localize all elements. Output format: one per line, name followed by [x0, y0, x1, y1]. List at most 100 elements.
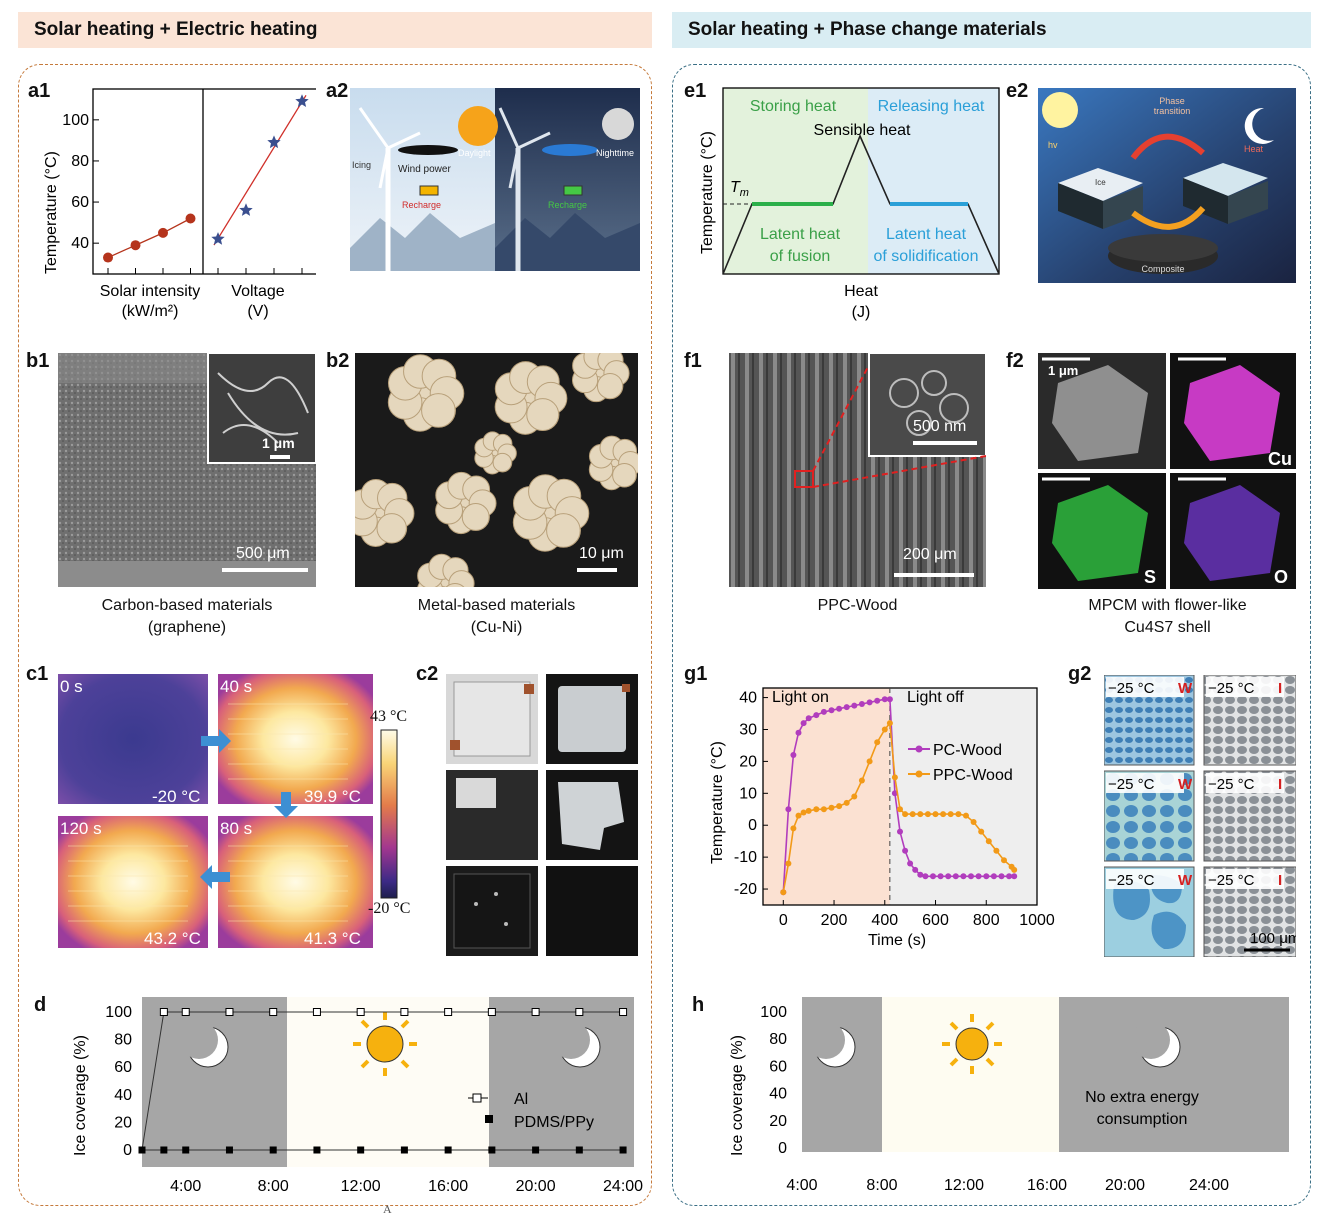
a1-voltage-fit-line [213, 94, 307, 246]
g2-tag-label: I [1278, 776, 1282, 793]
f2-scale: 1 μm [1048, 363, 1078, 378]
c1-cbar-min: -20 °C [368, 900, 411, 917]
g1-ytick-label: 10 [739, 785, 757, 802]
g1-pc-wood-point [886, 696, 893, 703]
g1-pc-wood-point [1011, 873, 1018, 880]
g1-ppc-wood-point [851, 793, 858, 800]
d-pdms-point [313, 1146, 321, 1154]
g1-pc-wood-point [820, 708, 827, 715]
g1-pc-wood-point [945, 873, 952, 880]
c1-temp-3: 41.3 °C [304, 929, 361, 948]
g1-ppc-wood-point [785, 860, 792, 867]
moon-icon [552, 1021, 601, 1068]
g1-ppc-wood-point [917, 811, 924, 818]
c1-colorbar [380, 729, 398, 899]
g1-axes-frame [762, 687, 1038, 906]
a2-label-icing: Icing [352, 160, 371, 170]
e1-latent-fusion-1: Latent heat [760, 226, 841, 243]
g1-xtick-label: 800 [973, 912, 1000, 929]
g2-label-box [1106, 677, 1184, 697]
c1-temp-0: -20 °C [152, 787, 200, 806]
svg-text:Tm: Tm [730, 179, 749, 199]
h-ylabel: Ice coverage (%) [729, 1035, 746, 1156]
e1-sensible: Sensible heat [814, 122, 912, 139]
f2-eds-grid: 1 μm Cu S O [1038, 353, 1296, 589]
panel-label-c2: c2 [416, 663, 439, 685]
g1-pc-wood-point [828, 707, 835, 714]
h-ytick-label: 60 [769, 1058, 787, 1075]
g1-pc-wood-point [968, 873, 974, 880]
d-xtick-label: 12:00 [341, 1178, 381, 1195]
g1-pc-wood-point [907, 860, 914, 867]
panel-label-f2: f2 [1006, 350, 1024, 372]
d-al-point [159, 1008, 168, 1016]
g1-pc-wood-point [805, 715, 812, 722]
g2-tag-label: I [1278, 680, 1282, 697]
d-chart: Ice coverage (%) 0 20 40 60 80 100 4:00 8:00 12… [72, 997, 643, 1195]
e2-transition: transition [1154, 106, 1191, 116]
g2-label-box [1206, 677, 1284, 697]
d-pdms-point [357, 1146, 365, 1154]
g1-ppc-wood-point [780, 889, 787, 896]
d-al-point [487, 1008, 496, 1016]
e1-latent-solid-1: Latent heat [886, 226, 967, 243]
a1-ytick-label: 80 [71, 153, 89, 170]
d-pdms-point [532, 1146, 540, 1154]
a2-label-wind-power: Wind power [398, 164, 451, 175]
moon-icon [807, 1021, 856, 1068]
h-ytick-label: 0 [778, 1140, 787, 1157]
h-xtick-label: 16:00 [1027, 1177, 1067, 1194]
e2-illustration: Phase transition Heat hv Ice Composite [1038, 88, 1296, 283]
g1-ytick-label: 40 [739, 690, 757, 707]
d-xtick-label: 20:00 [516, 1178, 556, 1195]
d-ytick-label: 20 [114, 1114, 132, 1131]
b2-particle [492, 452, 513, 473]
e1-latent-solid-2: of solidification [874, 248, 979, 265]
d-pdms-point [182, 1146, 190, 1154]
g1-ppc-wood-point [909, 811, 916, 818]
g1-legend-ppc: PPC-Wood [933, 767, 1013, 784]
g1-pc-wood-point [866, 699, 873, 706]
d-legend-al: Al [514, 1091, 528, 1108]
h-xtick-label: 12:00 [944, 1177, 984, 1194]
g1-ppc-wood-point [970, 819, 977, 825]
f2-caption: MPCM with flower-like Cu4S7 shell [1030, 595, 1305, 639]
g1-pc-wood-point [858, 701, 865, 707]
right-header-title: Solar heating + Phase change materials [688, 19, 1047, 40]
d-al-point [619, 1008, 628, 1016]
e1-tm-sub: m [740, 187, 749, 199]
g1-ppc-wood-point [993, 847, 1000, 854]
c1-time-2: 120 s [60, 819, 102, 838]
g1-pc-wood-point [930, 873, 936, 880]
e1-releasing-region [868, 88, 999, 274]
d-al-point [269, 1008, 278, 1016]
g1-ppc-wood-point [947, 811, 954, 818]
h-xtick-label: 20:00 [1105, 1177, 1145, 1194]
d-ytick-label: 100 [105, 1004, 132, 1021]
f2-caption-line2: Cu4S7 shell [1124, 619, 1211, 636]
g1-ppc-wood-point [790, 825, 797, 832]
g1-light-on-region [763, 688, 890, 905]
h-note-line2: consumption [1097, 1111, 1188, 1128]
a1-xunit-right: (V) [247, 303, 268, 320]
g1-pc-wood-point [800, 720, 807, 727]
g1-pc-wood-point [874, 697, 881, 704]
d-pdms-point [488, 1146, 496, 1154]
sun-icon [353, 1012, 417, 1076]
d-pdms-point [138, 1146, 146, 1154]
b1-sem-image: 500 μm 1 μm [58, 353, 316, 587]
g1-pc-wood-point [902, 847, 909, 854]
f1-caption: PPC-Wood [817, 597, 898, 614]
e1-releasing: Releasing heat [878, 98, 985, 115]
h-ytick-label: 40 [769, 1086, 787, 1103]
d-night-right [489, 997, 634, 1167]
g1-xlabel: Time (s) [868, 932, 926, 949]
d-below-label: A [383, 1202, 392, 1216]
d-legend-pdms: PDMS/PPy [514, 1114, 594, 1131]
g1-pc-wood-point [990, 873, 997, 880]
g1-pc-wood-point [922, 873, 929, 880]
g1-legend-pc: PC-Wood [933, 742, 1002, 759]
panel-label-a2: a2 [326, 80, 349, 102]
g1-ppc-wood-point [836, 803, 843, 810]
